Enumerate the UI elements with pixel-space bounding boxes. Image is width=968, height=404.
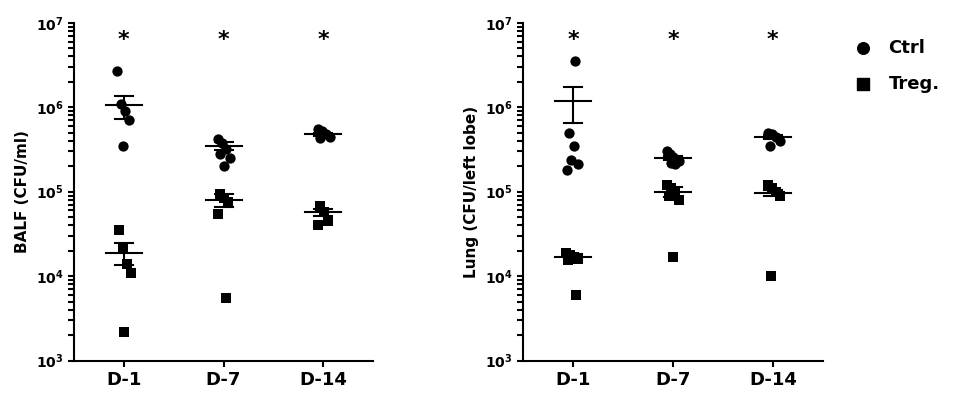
Point (667, 188, 682, 195)
Point (763, 273, 778, 280)
Point (109, 67, 125, 74)
Point (116, 328, 132, 335)
Point (671, 197, 686, 203)
Point (561, 129, 577, 136)
Text: *: * (767, 30, 778, 50)
Point (113, 101, 129, 107)
Point (212, 151, 227, 157)
Point (760, 129, 775, 136)
Point (663, 185, 679, 191)
Point (218, 146, 233, 152)
Point (318, 131, 334, 137)
Point (119, 261, 135, 267)
Point (220, 199, 235, 206)
Point (570, 161, 586, 168)
Point (566, 143, 582, 149)
Text: *: * (218, 30, 229, 50)
Point (216, 194, 231, 201)
Point (560, 257, 576, 263)
Point (566, 253, 582, 260)
Point (663, 160, 679, 166)
Point (762, 143, 777, 149)
Point (764, 131, 779, 137)
Point (210, 210, 226, 217)
Point (212, 190, 227, 197)
Point (216, 163, 231, 170)
Point (311, 126, 326, 133)
Point (317, 208, 332, 215)
Point (667, 161, 682, 168)
Point (562, 251, 578, 258)
Point (214, 139, 229, 146)
Text: *: * (567, 30, 579, 50)
Point (769, 188, 784, 195)
Point (320, 218, 336, 224)
Point (772, 138, 788, 144)
Y-axis label: Lung (CFU/left lobe): Lung (CFU/left lobe) (465, 105, 479, 278)
Point (315, 128, 330, 135)
Point (668, 156, 683, 163)
Point (563, 156, 579, 163)
Point (218, 295, 233, 301)
Point (665, 253, 681, 260)
Point (665, 154, 681, 160)
Point (671, 158, 686, 164)
Point (313, 135, 328, 141)
Point (764, 185, 779, 191)
Point (662, 151, 678, 157)
Point (769, 133, 784, 140)
Legend: Ctrl, Treg.: Ctrl, Treg. (838, 32, 947, 100)
Text: *: * (118, 30, 130, 50)
Y-axis label: BALF (CFU/ml): BALF (CFU/ml) (15, 130, 30, 253)
Point (559, 249, 574, 256)
Point (123, 269, 138, 276)
Point (115, 143, 131, 149)
Point (121, 117, 136, 124)
Point (111, 227, 127, 234)
Text: *: * (667, 30, 679, 50)
Point (570, 256, 586, 262)
Point (659, 148, 675, 155)
Point (772, 192, 788, 199)
Point (115, 244, 131, 250)
Point (313, 202, 328, 209)
Point (661, 192, 677, 199)
Point (760, 182, 775, 188)
Point (567, 58, 583, 65)
Point (659, 182, 675, 188)
Point (222, 155, 237, 161)
Point (568, 292, 584, 298)
Text: *: * (318, 30, 329, 50)
Point (117, 108, 133, 114)
Point (210, 136, 226, 142)
Point (322, 133, 338, 140)
Point (311, 222, 326, 229)
Point (560, 167, 575, 173)
